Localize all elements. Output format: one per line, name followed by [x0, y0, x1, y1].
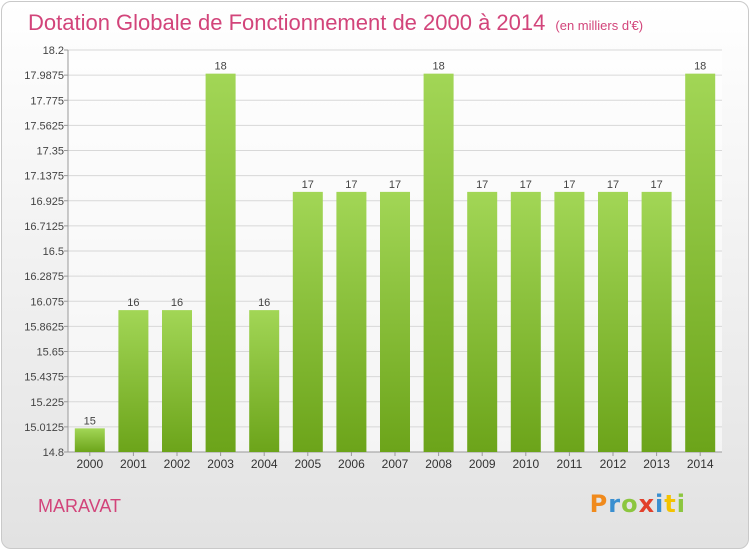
place-name: MARAVAT — [38, 496, 122, 516]
data-label: 17 — [520, 179, 532, 191]
x-tick-label: 2002 — [164, 457, 191, 471]
x-tick-label: 2010 — [512, 457, 539, 471]
brand-logo: Proxiti — [589, 490, 686, 518]
y-tick-label: 16.5 — [43, 246, 64, 258]
x-tick-label: 2007 — [382, 457, 409, 471]
data-label: 17 — [389, 179, 401, 191]
x-tick-label: 2003 — [207, 457, 234, 471]
bar — [118, 310, 149, 452]
bar — [292, 191, 323, 452]
x-tick-label: 2012 — [600, 457, 627, 471]
data-label: 16 — [258, 297, 270, 309]
y-tick-label: 17.9875 — [24, 70, 64, 82]
data-label: 17 — [345, 179, 357, 191]
x-tick-label: 2013 — [643, 457, 670, 471]
x-tick-label: 2011 — [556, 457, 582, 471]
y-tick-label: 17.1375 — [24, 171, 64, 183]
data-label: 15 — [84, 415, 96, 427]
y-tick-label: 16.075 — [30, 296, 64, 308]
y-tick-label: 17.35 — [36, 146, 64, 158]
y-tick-label: 15.0125 — [24, 422, 64, 434]
y-tick-label: 18.2 — [43, 45, 64, 57]
data-label: 17 — [476, 179, 488, 191]
x-tick-label: 2001 — [120, 457, 147, 471]
bar — [423, 73, 454, 452]
y-tick-label: 15.8625 — [24, 321, 64, 333]
bar — [598, 191, 628, 452]
y-tick-label: 15.4375 — [24, 372, 64, 384]
bar — [162, 310, 192, 452]
y-tick-label: 15.65 — [36, 347, 64, 359]
data-label: 18 — [694, 61, 706, 73]
bar — [554, 191, 585, 452]
x-tick-label: 2005 — [294, 457, 321, 471]
y-tick-label: 17.775 — [30, 95, 64, 107]
data-label: 16 — [127, 297, 139, 309]
data-label: 17 — [302, 179, 314, 191]
bar — [336, 191, 367, 452]
chart-unit: (en milliers d'€) — [555, 18, 644, 33]
bar — [641, 191, 672, 452]
x-tick-label: 2004 — [251, 457, 278, 471]
x-tick-label: 2006 — [338, 457, 365, 471]
y-tick-label: 15.225 — [30, 397, 64, 409]
bar — [685, 73, 716, 452]
x-tick-label: 2009 — [469, 457, 496, 471]
data-label: 18 — [432, 61, 444, 73]
x-tick-label: 2014 — [687, 457, 714, 471]
chart-title-text: Dotation Globale de Fonctionnement de 20… — [28, 10, 546, 35]
x-tick-label: 2008 — [425, 457, 452, 471]
data-label: 16 — [171, 297, 183, 309]
bar — [467, 191, 498, 452]
data-label: 17 — [563, 179, 575, 191]
bar — [205, 73, 236, 452]
y-tick-label: 16.2875 — [24, 271, 64, 283]
y-tick-label: 14.8 — [43, 447, 64, 459]
bar — [249, 310, 280, 452]
data-label: 17 — [650, 179, 662, 191]
chart-title: Dotation Globale de Fonctionnement de 20… — [28, 10, 643, 36]
y-tick-label: 17.5625 — [24, 120, 64, 132]
y-tick-label: 16.925 — [30, 196, 64, 208]
x-tick-label: 2000 — [76, 457, 103, 471]
bar — [510, 191, 541, 452]
bar — [74, 428, 105, 452]
data-label: 18 — [214, 61, 226, 73]
y-tick-label: 16.7125 — [24, 221, 64, 233]
bar — [380, 191, 410, 452]
data-label: 17 — [607, 179, 619, 191]
